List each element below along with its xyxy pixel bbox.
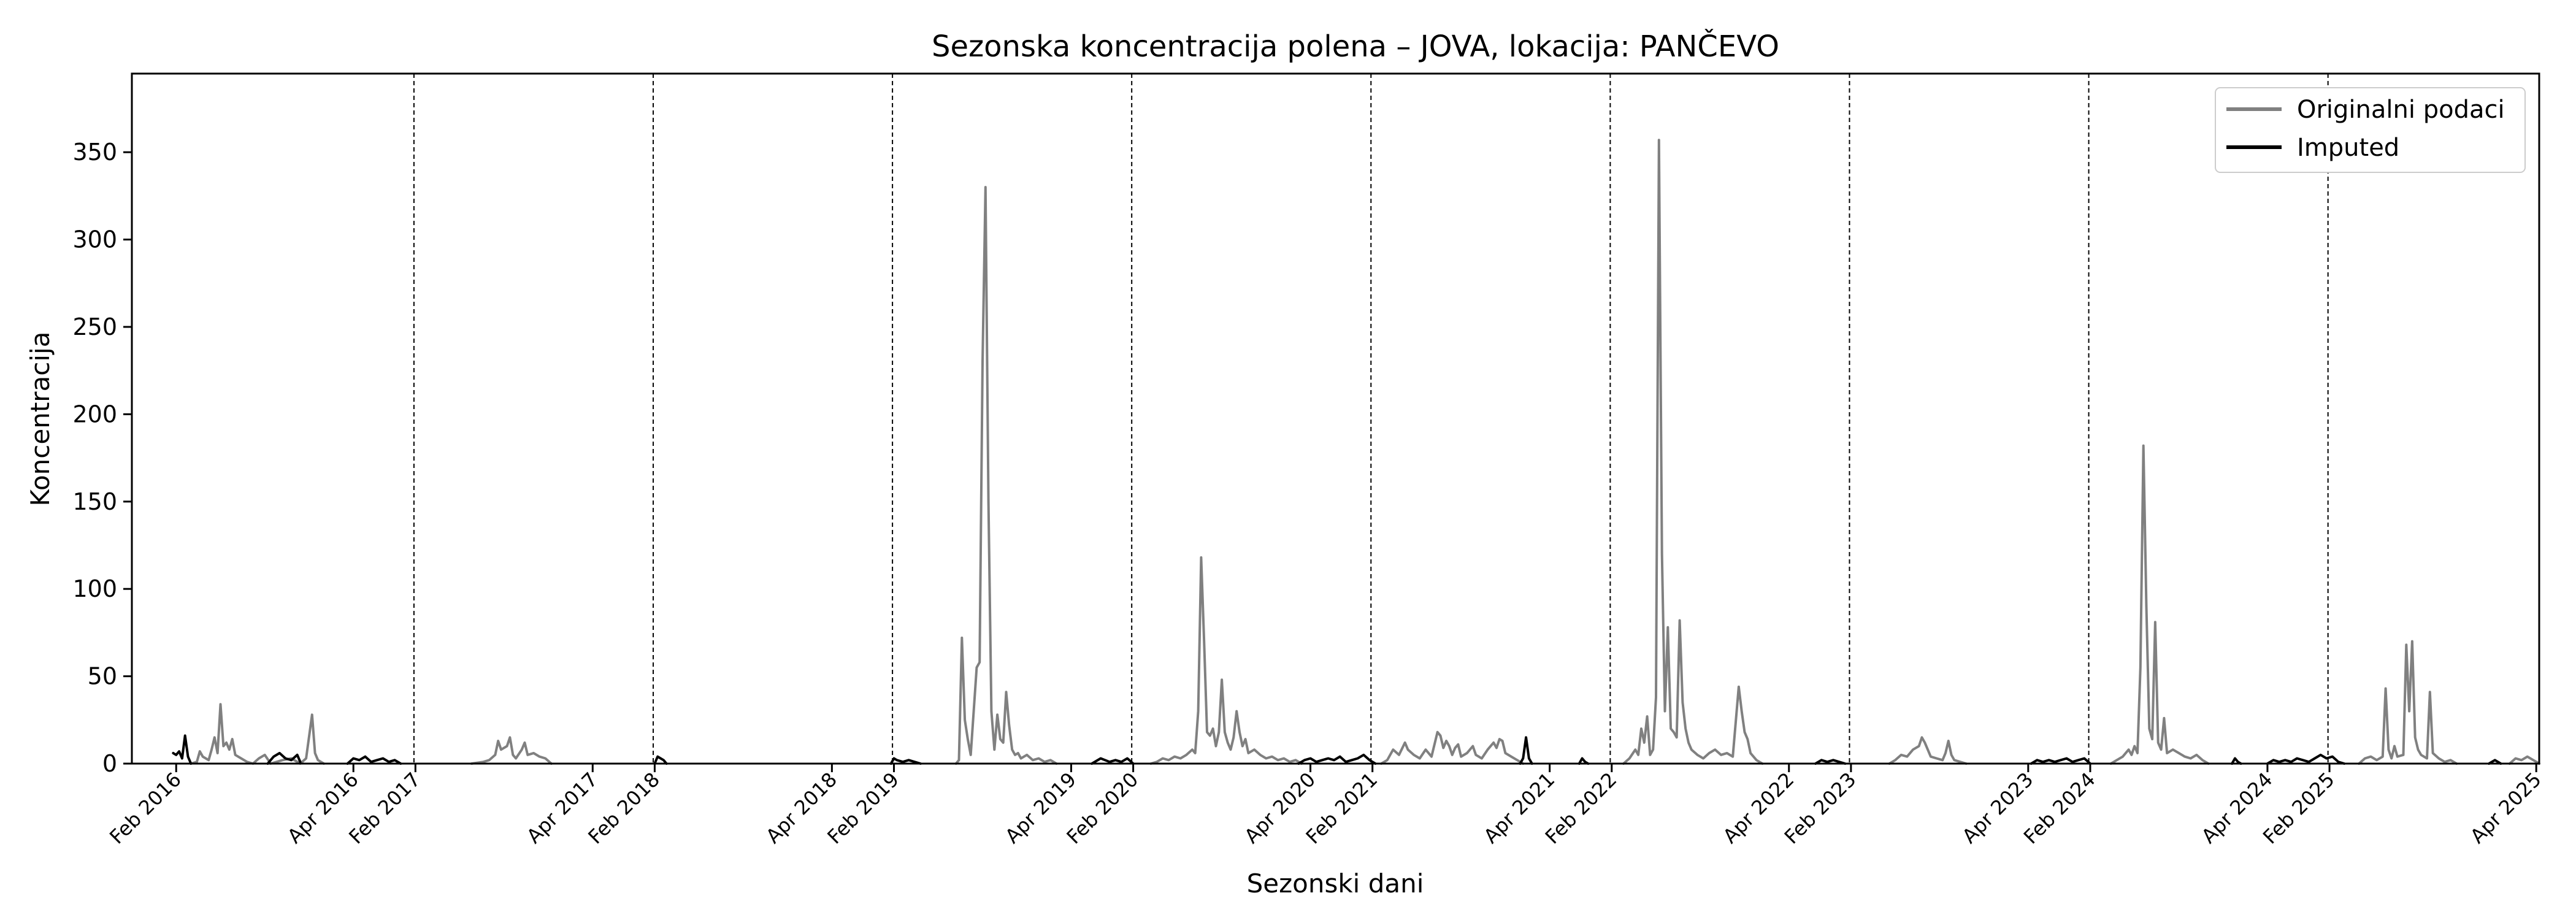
legend: Originalni podaci Imputed	[2215, 87, 2526, 173]
x-axis-label: Sezonski dani	[1247, 868, 1424, 899]
series-line-segment	[1149, 556, 1303, 765]
y-tick-label: 0	[102, 750, 117, 777]
y-tick-label: 300	[72, 226, 117, 253]
series-line-segment	[2109, 444, 2210, 765]
y-axis-label: Koncentracija	[25, 332, 55, 507]
y-axis-ticks: 0 50 100 150 200 250 300 350	[72, 139, 132, 777]
series-line-segment	[470, 736, 553, 765]
series-line-segment	[172, 734, 193, 765]
y-tick-label: 50	[88, 663, 117, 690]
series-line-segment	[1814, 759, 1847, 765]
series-line-segment	[2358, 640, 2458, 765]
plot-frame	[131, 72, 2540, 765]
plot-area	[413, 74, 2329, 764]
series-line-segment	[889, 757, 922, 765]
series-line-segment	[190, 703, 325, 765]
series-line-segment	[2488, 759, 2502, 765]
y-tick-label: 200	[72, 401, 117, 427]
series-line-segment	[954, 186, 1058, 765]
legend-label-imputed: Imputed	[2297, 134, 2399, 162]
y-tick-label: 150	[72, 488, 117, 515]
series-line-segment	[2030, 757, 2091, 765]
chart-title: Sezonska koncentracija polena – JOVA, lo…	[932, 29, 1779, 64]
y-tick-label: 350	[72, 139, 117, 166]
series-lines	[172, 139, 2540, 765]
series-line-segment	[346, 755, 402, 765]
series-line-segment	[266, 751, 302, 765]
series-line-segment	[1091, 757, 1135, 765]
y-tick-label: 100	[72, 575, 117, 602]
series-line-segment	[653, 755, 668, 765]
series-line-segment	[1888, 736, 1968, 765]
legend-label-original: Originalni podaci	[2297, 96, 2505, 124]
series-line-segment	[1622, 139, 1764, 765]
series-line-segment	[2508, 755, 2540, 765]
series-line-segment	[2266, 753, 2346, 765]
legend-box	[2215, 87, 2526, 173]
y-tick-label: 250	[72, 313, 117, 340]
series-line-segment	[1519, 736, 1533, 765]
series-original	[190, 139, 2540, 765]
series-line-segment	[1297, 753, 1377, 765]
series-line-segment	[1380, 730, 1525, 765]
